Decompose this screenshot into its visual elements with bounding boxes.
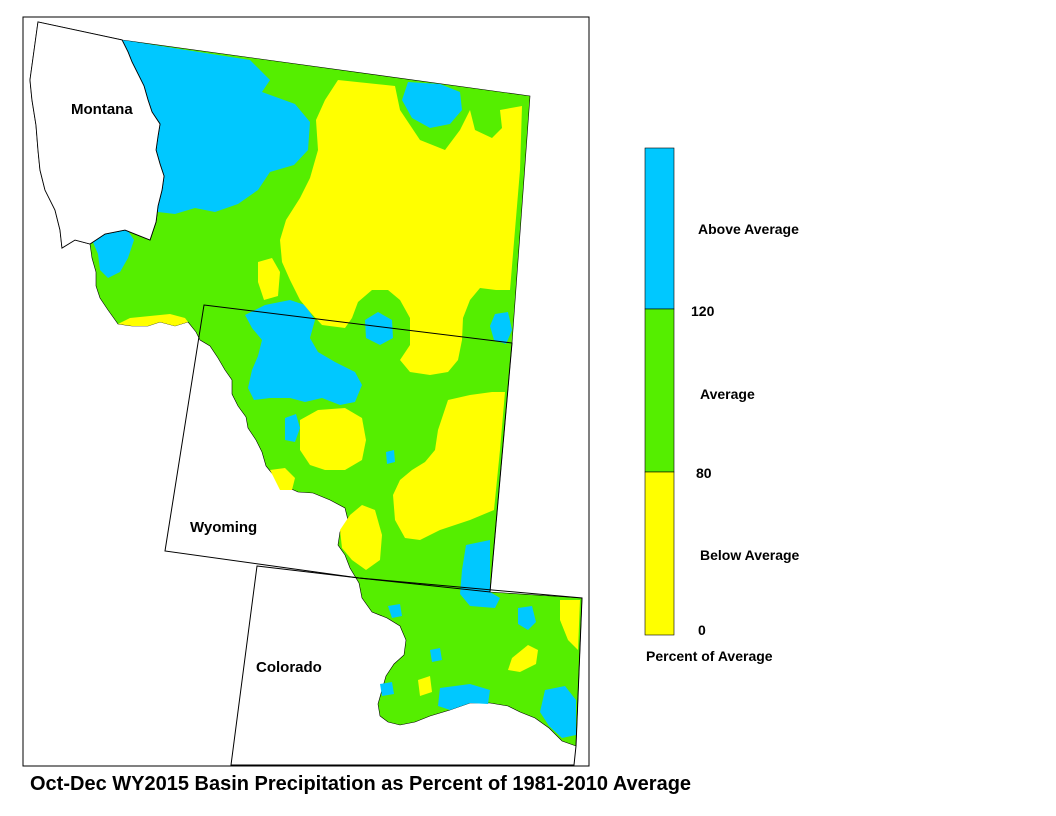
yellow-s-wyoming [270, 468, 295, 490]
blue-small-2 [386, 450, 395, 464]
legend-colorbar [644, 147, 675, 636]
above-average-areas [92, 40, 576, 738]
yellow-c-wyoming-w [300, 408, 366, 470]
blue-yellowstone [245, 300, 362, 405]
montana-west-fill [29, 21, 165, 249]
yellow-colorado-sw [418, 676, 432, 696]
state-label-wyoming: Wyoming [190, 519, 258, 536]
yellow-ne-montana [280, 80, 522, 375]
yellow-sw-wyoming [340, 505, 382, 570]
blue-nc-montana [402, 82, 462, 128]
below-average-areas [118, 80, 580, 696]
blue-sw-montana [92, 228, 134, 278]
blue-colorado-se [540, 686, 576, 738]
legend-title: Percent of Average [646, 648, 773, 664]
yellow-c-wyoming-e [393, 392, 505, 540]
blue-small-4 [518, 606, 536, 630]
legend-label-average: Average [700, 386, 755, 402]
legend-swatch-average [644, 308, 675, 473]
blue-ne [490, 312, 512, 344]
wyoming-outline [164, 304, 513, 593]
legend-swatch-above [644, 147, 675, 310]
legend-tick-80: 80 [696, 465, 712, 481]
blue-small-1 [285, 414, 300, 442]
yellow-colorado-c [508, 645, 538, 672]
blue-small-3 [388, 604, 402, 618]
yellow-c-montana [258, 258, 280, 300]
map-caption: Oct-Dec WY2015 Basin Precipitation as Pe… [30, 773, 692, 795]
blue-small-5 [430, 648, 442, 662]
blue-colorado-s [438, 684, 490, 710]
blue-small-6 [380, 682, 394, 696]
yellow-colorado-e [560, 600, 580, 650]
colorado-outline [230, 565, 583, 766]
legend-label-below: Below Average [700, 547, 800, 563]
state-label-montana: Montana [71, 101, 133, 118]
legend-label-above: Above Average [698, 221, 799, 237]
state-label-colorado: Colorado [256, 659, 322, 676]
legend-swatch-below [644, 471, 675, 636]
blue-bighorn [365, 312, 393, 345]
legend-tick-0: 0 [698, 622, 706, 638]
yellow-sw-montana [118, 314, 188, 326]
legend-tick-120: 120 [691, 303, 715, 319]
blue-nw-montana [122, 40, 310, 214]
